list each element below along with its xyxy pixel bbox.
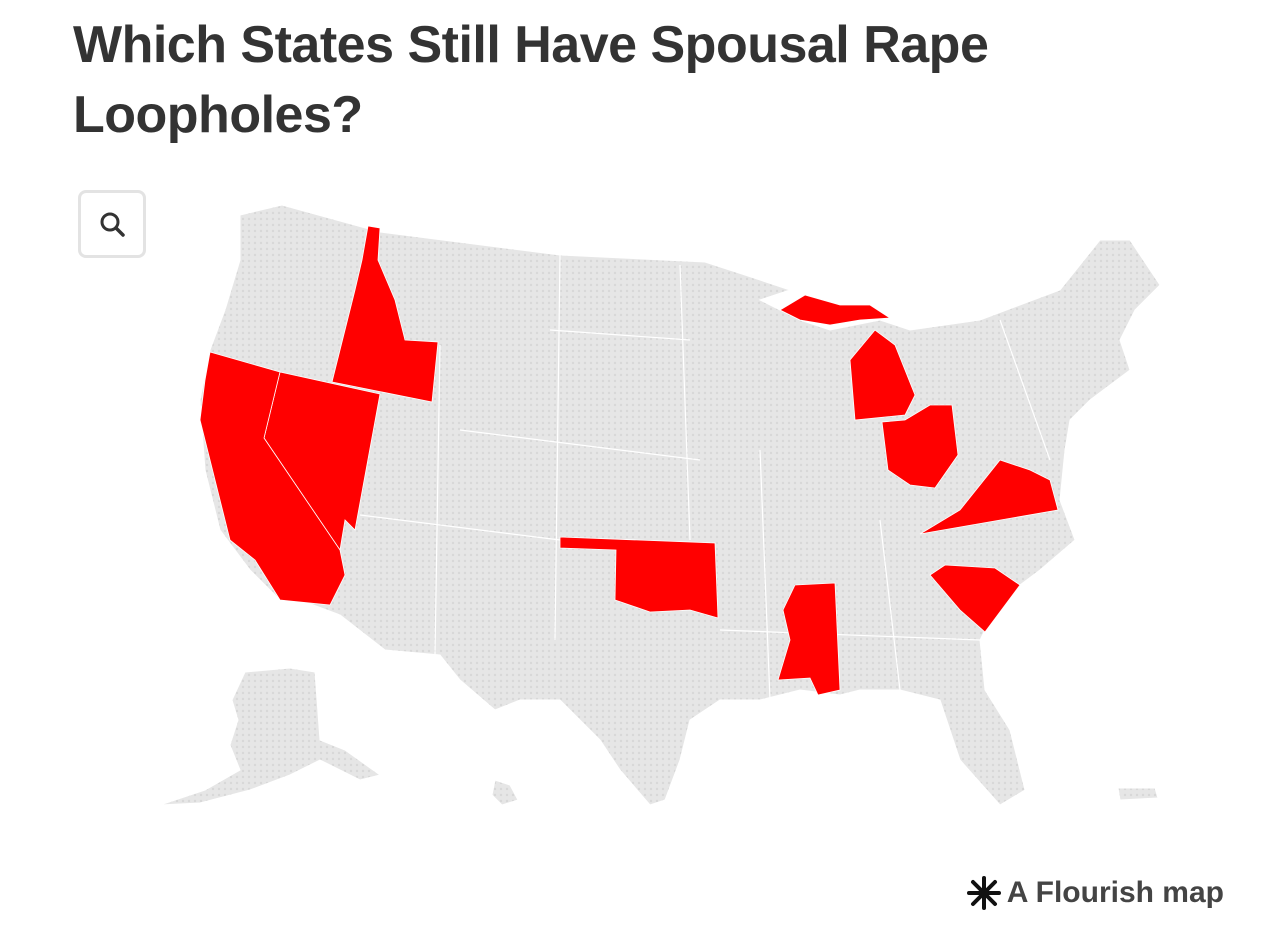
state-shape bbox=[559, 536, 719, 619]
alaska bbox=[159, 667, 382, 806]
credit-text: A Flourish map bbox=[1006, 876, 1224, 909]
search-icon bbox=[100, 212, 125, 237]
title: Which States Still Have Spousal Rape Loo… bbox=[73, 16, 989, 144]
state-shape bbox=[849, 329, 916, 421]
credit[interactable]: A Flourish map bbox=[966, 876, 1224, 910]
state-shape bbox=[777, 582, 841, 696]
puerto-rico bbox=[1117, 787, 1159, 801]
zoom-button[interactable] bbox=[78, 190, 146, 258]
hawaii bbox=[491, 779, 519, 806]
state-shape bbox=[881, 404, 959, 489]
state-shape bbox=[919, 459, 1059, 535]
state-shape bbox=[779, 294, 892, 326]
state-shape bbox=[331, 225, 439, 403]
state-lines bbox=[359, 254, 1051, 701]
us-map bbox=[159, 204, 1161, 806]
flourish-logo bbox=[966, 876, 1001, 910]
highlighted-states bbox=[199, 225, 1059, 696]
state-shape bbox=[199, 351, 346, 606]
state-shape bbox=[929, 564, 1021, 633]
